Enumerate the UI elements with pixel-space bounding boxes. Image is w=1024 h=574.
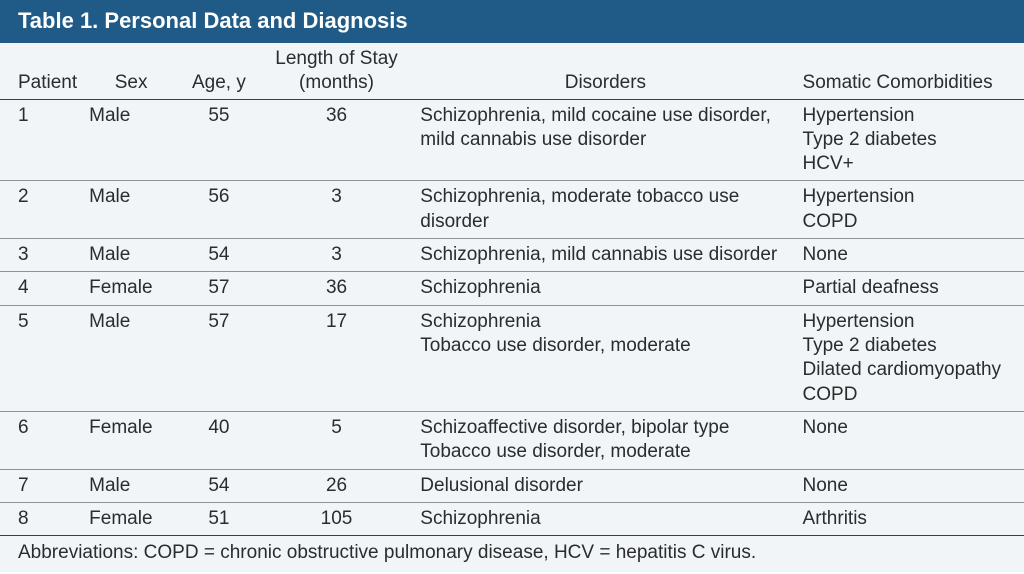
table-cell: Hypertension Type 2 diabetes Dilated car… [797, 305, 1024, 411]
table-cell: Male [83, 305, 179, 411]
table-cell: 1 [0, 99, 83, 181]
table-cell: 57 [179, 305, 259, 411]
table-cell: Male [83, 469, 179, 502]
table-row: 1Male5536Schizophrenia, mild cocaine use… [0, 99, 1024, 181]
table-row: 6Female405Schizoaffective disorder, bipo… [0, 411, 1024, 469]
table-cell: 26 [259, 469, 415, 502]
table-cell: Female [83, 502, 179, 535]
col-header-disorders: Disorders [414, 43, 796, 99]
table-cell: Schizophrenia Tobacco use disorder, mode… [414, 305, 796, 411]
table-cell: Female [83, 272, 179, 305]
table-cell: 2 [0, 181, 83, 239]
table-body: 1Male5536Schizophrenia, mild cocaine use… [0, 99, 1024, 536]
table-cell: 8 [0, 502, 83, 535]
table-cell: Schizophrenia [414, 272, 796, 305]
table-cell: Delusional disorder [414, 469, 796, 502]
col-header-los: Length of Stay (months) [259, 43, 415, 99]
table-cell: 57 [179, 272, 259, 305]
table-row: 2Male563Schizophrenia, moderate tobacco … [0, 181, 1024, 239]
table-row: 5Male5717Schizophrenia Tobacco use disor… [0, 305, 1024, 411]
table-cell: Hypertension Type 2 diabetes HCV+ [797, 99, 1024, 181]
col-header-sex: Sex [83, 43, 179, 99]
table-cell: Male [83, 239, 179, 272]
table-cell: 54 [179, 469, 259, 502]
col-header-patient: Patient [0, 43, 83, 99]
table-cell: 7 [0, 469, 83, 502]
table-cell: None [797, 239, 1024, 272]
table-cell: Schizophrenia [414, 502, 796, 535]
table-cell: 3 [259, 181, 415, 239]
table-cell: 3 [0, 239, 83, 272]
table-row: 8Female51105SchizophreniaArthritis [0, 502, 1024, 535]
table-cell: 36 [259, 272, 415, 305]
table-cell: Arthritis [797, 502, 1024, 535]
table-cell: None [797, 469, 1024, 502]
table-row: 4Female5736SchizophreniaPartial deafness [0, 272, 1024, 305]
data-table: Patient Sex Age, y Length of Stay (month… [0, 43, 1024, 536]
table-cell: 51 [179, 502, 259, 535]
table-cell: 56 [179, 181, 259, 239]
table-cell: Hypertension COPD [797, 181, 1024, 239]
table-cell: 5 [0, 305, 83, 411]
table-header: Patient Sex Age, y Length of Stay (month… [0, 43, 1024, 99]
table-cell: None [797, 411, 1024, 469]
table-cell: 54 [179, 239, 259, 272]
table-cell: 5 [259, 411, 415, 469]
table-cell: Female [83, 411, 179, 469]
table-cell: Partial deafness [797, 272, 1024, 305]
table-cell: Schizophrenia, mild cocaine use disorder… [414, 99, 796, 181]
table-cell: 3 [259, 239, 415, 272]
table-cell: 6 [0, 411, 83, 469]
table-cell: 55 [179, 99, 259, 181]
table-row: 3Male543Schizophrenia, mild cannabis use… [0, 239, 1024, 272]
table-container: Table 1. Personal Data and Diagnosis Pat… [0, 0, 1024, 572]
table-cell: 17 [259, 305, 415, 411]
table-cell: 36 [259, 99, 415, 181]
table-cell: Schizophrenia, moderate tobacco use diso… [414, 181, 796, 239]
table-row: 7Male5426Delusional disorderNone [0, 469, 1024, 502]
table-title: Table 1. Personal Data and Diagnosis [0, 0, 1024, 43]
table-cell: Schizoaffective disorder, bipolar type T… [414, 411, 796, 469]
col-header-comorbidities: Somatic Comorbidities [797, 43, 1024, 99]
table-cell: Male [83, 181, 179, 239]
table-cell: Male [83, 99, 179, 181]
col-header-age: Age, y [179, 43, 259, 99]
table-cell: 105 [259, 502, 415, 535]
table-cell: Schizophrenia, mild cannabis use disorde… [414, 239, 796, 272]
table-cell: 40 [179, 411, 259, 469]
table-footnote: Abbreviations: COPD = chronic obstructiv… [0, 536, 1024, 572]
table-cell: 4 [0, 272, 83, 305]
